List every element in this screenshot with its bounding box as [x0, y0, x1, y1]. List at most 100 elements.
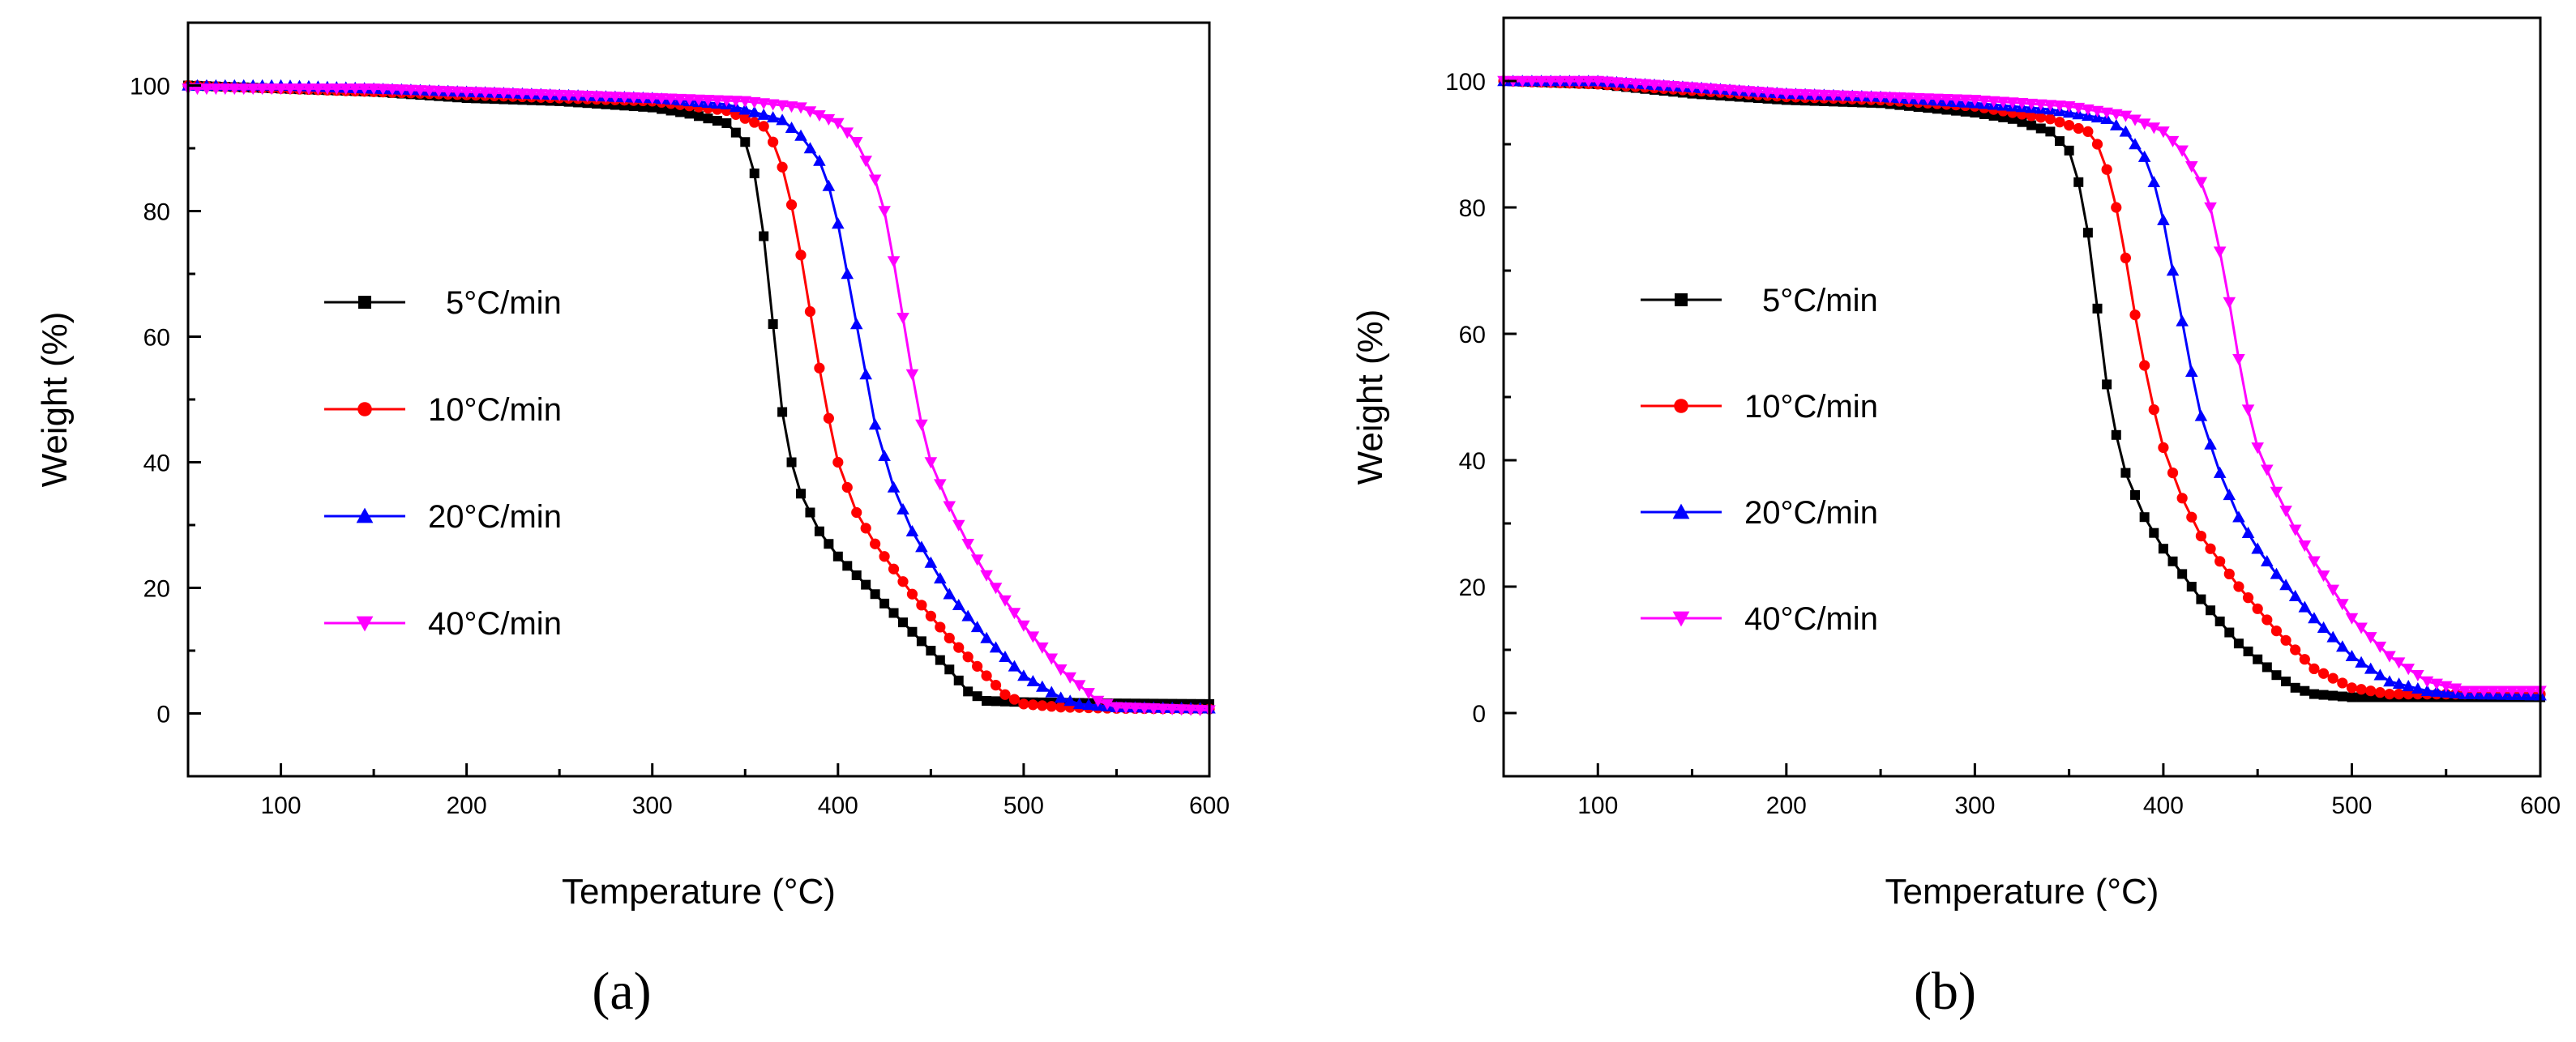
data-point — [2430, 678, 2443, 690]
data-point — [1119, 702, 1132, 714]
data-point — [1911, 92, 1925, 105]
data-point — [982, 696, 992, 706]
data-point — [757, 98, 770, 110]
data-point — [2109, 118, 2123, 130]
data-point — [441, 86, 455, 98]
data-point — [2082, 126, 2094, 137]
data-point — [768, 319, 778, 329]
data-point — [915, 419, 928, 431]
data-point — [2120, 468, 2131, 478]
data-point — [1921, 93, 1935, 105]
data-point — [237, 83, 250, 96]
data-point — [795, 250, 807, 261]
data-point — [2092, 303, 2103, 314]
data-point — [2204, 202, 2217, 214]
data-point — [989, 641, 1003, 653]
chart-panel-b: 100 200 300 400 500 600 0 20 40 60 80 100 Temperatur… — [1288, 0, 2576, 1042]
data-point — [2364, 662, 2377, 674]
data-point — [2214, 616, 2225, 626]
y-tick-label: 80 — [143, 199, 170, 226]
legend-marker — [358, 296, 371, 309]
data-point — [2082, 104, 2095, 116]
data-point — [2082, 228, 2093, 238]
data-point — [469, 87, 482, 99]
legend-label: 10°C/min — [1744, 389, 1878, 425]
panel-label: (b) — [1914, 962, 1976, 1021]
data-point — [2252, 603, 2263, 614]
data-point — [803, 142, 817, 154]
data-point — [2214, 556, 2226, 567]
data-point — [2167, 468, 2179, 479]
data-point — [1770, 88, 1783, 100]
data-point — [786, 457, 797, 468]
data-point — [2336, 640, 2349, 652]
data-point — [2213, 246, 2227, 258]
data-point — [970, 554, 984, 566]
data-point — [1601, 76, 1614, 88]
data-point — [1978, 95, 1991, 107]
data-point — [692, 94, 705, 106]
data-point — [1827, 90, 1840, 102]
data-point — [2251, 442, 2264, 455]
data-point — [2062, 100, 2076, 113]
data-point — [1166, 703, 1179, 715]
data-point — [1799, 89, 1812, 101]
data-point — [2299, 654, 2310, 665]
data-point — [907, 626, 918, 637]
data-point — [2345, 613, 2359, 625]
data-point — [851, 570, 862, 580]
data-point — [916, 600, 927, 611]
data-point — [2384, 689, 2395, 700]
data-point — [609, 92, 622, 104]
data-point — [1581, 75, 1595, 88]
data-point — [1893, 92, 1906, 105]
y-axis-title: Weight (%) — [1350, 310, 1390, 485]
series-line — [188, 87, 1210, 712]
data-point — [859, 156, 872, 168]
series-line — [1503, 79, 2540, 698]
data-point — [1138, 702, 1151, 715]
data-point — [990, 680, 1002, 691]
data-point — [2233, 638, 2244, 649]
data-point — [841, 267, 854, 280]
legend-label: 40°C/min — [1744, 601, 1878, 637]
data-point — [1752, 87, 1765, 99]
data-point — [1714, 83, 1727, 96]
data-point — [972, 691, 982, 702]
data-point — [703, 113, 713, 124]
data-point — [2345, 650, 2359, 662]
data-point — [432, 85, 446, 97]
data-point — [1902, 92, 1915, 105]
data-point — [2129, 114, 2142, 126]
data-point — [2204, 438, 2217, 450]
data-point — [451, 86, 464, 98]
data-point — [849, 137, 863, 149]
data-point — [2279, 579, 2292, 591]
data-point — [2261, 555, 2274, 567]
data-point — [905, 369, 919, 381]
data-point — [2524, 685, 2538, 698]
data-point — [2166, 135, 2180, 147]
data-point — [1082, 698, 1095, 711]
data-point — [1705, 83, 1718, 96]
data-point — [525, 88, 538, 100]
data-point — [777, 407, 788, 417]
data-point — [1036, 680, 1049, 692]
data-point — [664, 93, 678, 105]
data-point — [2177, 569, 2188, 579]
data-point — [1667, 81, 1680, 93]
y-tick-label: 100 — [130, 74, 170, 100]
data-point — [952, 599, 965, 611]
data-point — [1063, 672, 1076, 684]
data-point — [2279, 506, 2292, 518]
data-point — [1780, 88, 1793, 100]
data-point — [274, 83, 288, 96]
data-point — [694, 111, 704, 122]
data-point — [2317, 668, 2330, 679]
data-point — [2025, 98, 2038, 110]
data-point — [989, 583, 1003, 595]
data-point — [2213, 466, 2227, 478]
data-point — [1018, 698, 1029, 710]
data-point — [2383, 651, 2396, 663]
data-point — [590, 91, 603, 103]
